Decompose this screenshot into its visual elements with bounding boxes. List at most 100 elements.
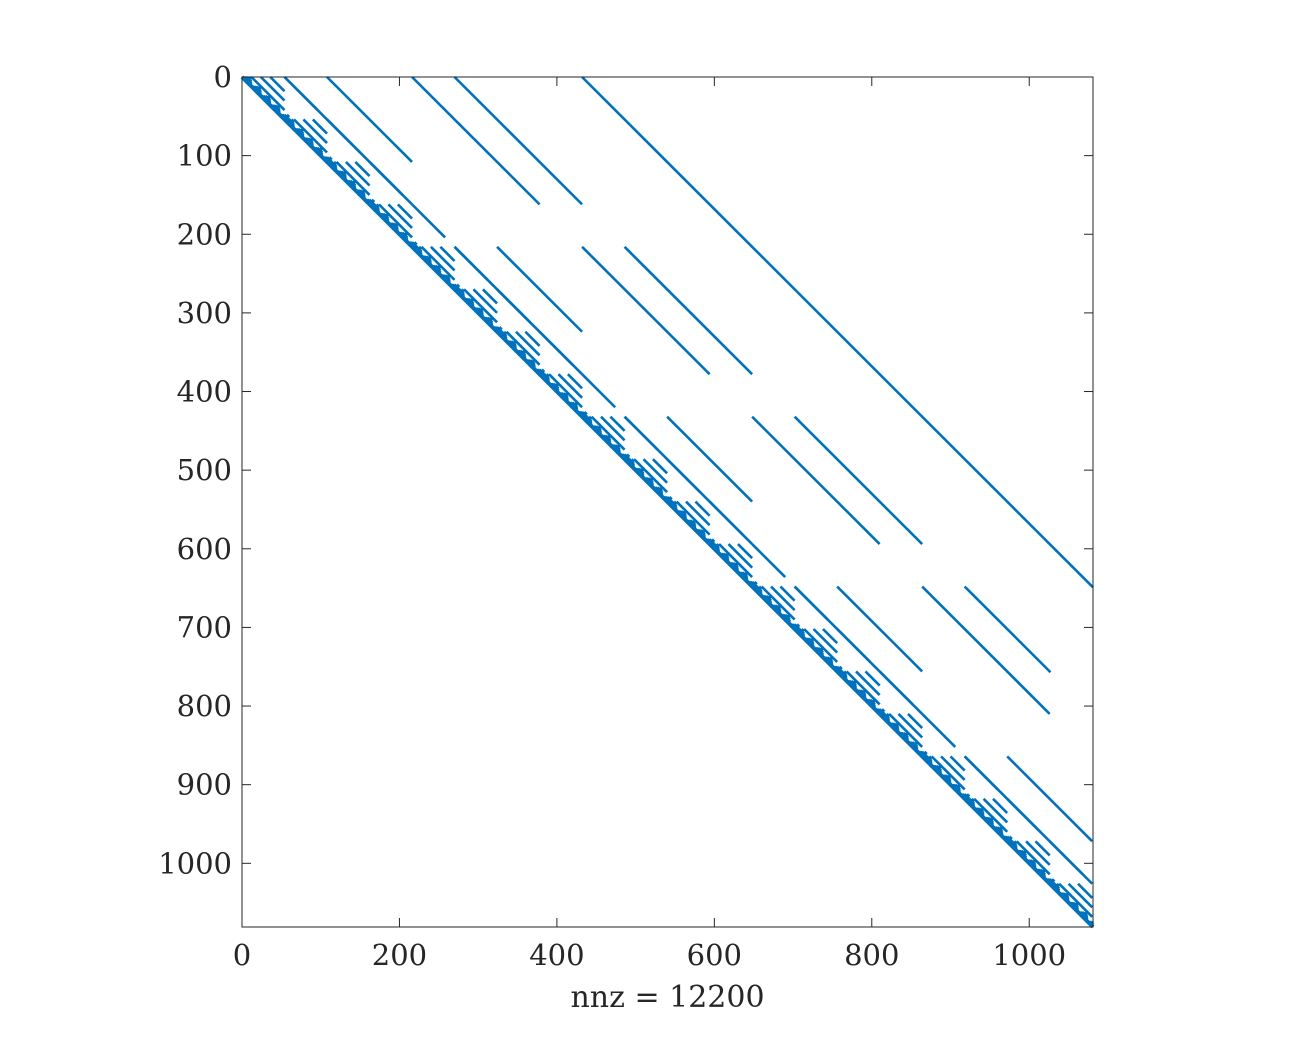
nonzero-segment-block12-diag-6 xyxy=(859,689,867,696)
nonzero-segment-block12-diag-6 xyxy=(883,712,891,720)
nonzero-segment-block12-diag-9 xyxy=(1051,878,1056,883)
nonzero-segment-block12-diag-6 xyxy=(996,826,1004,833)
nonzero-segment-block54-diag-24 xyxy=(600,415,626,442)
nonzero-segment-block216-band xyxy=(751,415,881,545)
nonzero-segment-block12-diag-9 xyxy=(446,274,451,279)
nonzero-segment-block12-diag-6 xyxy=(925,755,933,763)
nonzero-segment-block12-diag-9 xyxy=(852,679,857,685)
nonzero-segment-block12-diag-9 xyxy=(744,571,749,576)
nonzero-segment-block12-diag-6 xyxy=(529,359,536,366)
nonzero-segment-block12-diag-9 xyxy=(309,137,314,142)
nonzero-segment-block54-diag-12 xyxy=(1058,882,1094,918)
nonzero-segment-block12-diag-6 xyxy=(264,94,272,102)
nonzero-segment-block12-diag-6 xyxy=(1072,901,1079,909)
nonzero-segment-block12-diag-9 xyxy=(413,241,418,246)
nonzero-segment-block12-diag-9 xyxy=(427,255,432,260)
nonzero-segment-block12-diag-9 xyxy=(885,712,891,718)
nonzero-segment-block12-diag-6 xyxy=(807,637,815,645)
y-tick-label: 400 xyxy=(177,375,232,409)
nonzero-segment-block12-diag-6 xyxy=(307,137,314,144)
nonzero-segment-block12-diag-6 xyxy=(1029,859,1037,866)
nonzero-segment-block54-diag-36 xyxy=(354,161,371,177)
nonzero-segment-block12-diag-6 xyxy=(944,774,952,781)
x-tick-label: 800 xyxy=(844,938,899,972)
nonzero-segment-block12-diag-6 xyxy=(401,231,409,239)
x-tick-label: 400 xyxy=(529,938,584,972)
nonzero-segment-block54-diag-12 xyxy=(463,288,498,324)
nonzero-segment-block12-diag-6 xyxy=(571,401,579,409)
nonzero-segment-block12-diag-9 xyxy=(460,288,465,293)
nonzero-segment-block12-diag-6 xyxy=(902,731,909,739)
nonzero-segment-block12-diag-9 xyxy=(328,156,333,161)
axis-ticks: 0 200 400 600 800 1000 0 100 200 300 400 500 600 700 8… xyxy=(158,60,1093,972)
nonzero-segment-block12-diag-9 xyxy=(574,401,579,406)
nonzero-segment-block54-band xyxy=(836,628,872,663)
nonzero-segment-block54-band xyxy=(793,585,829,621)
nonzero-segment-block54-diag-24 xyxy=(1067,882,1094,909)
nonzero-segment-block54-diag-36 xyxy=(737,543,754,560)
nonzero-segment-block12-diag-6 xyxy=(392,222,399,229)
nonzero-segment-block12-diag-6 xyxy=(434,264,442,272)
nonzero-segment-block54-diag-12 xyxy=(718,543,754,579)
nonzero-segment-block54-diag-24 xyxy=(472,288,498,314)
nonzero-segment-block54-band xyxy=(411,203,447,239)
nonzero-segment-block54-diag-36 xyxy=(992,797,1009,814)
nonzero-segment-block54-band xyxy=(623,415,659,451)
nonzero-segment-block54-band xyxy=(326,118,362,154)
y-tick-label: 800 xyxy=(177,689,232,723)
nonzero-segment-block12-diag-6 xyxy=(330,161,338,168)
nonzero-segment-block54-diag-12 xyxy=(420,245,456,281)
nonzero-segment-block12-diag-9 xyxy=(980,807,985,812)
nonzero-segment-block12-diag-6 xyxy=(510,340,517,347)
nonzero-segment-block12-diag-9 xyxy=(555,382,560,387)
nonzero-segment-block12-diag-9 xyxy=(522,349,527,354)
nonzero-segment-block54-diag-12 xyxy=(633,458,669,494)
nonzero-segment-block12-diag-6 xyxy=(1039,868,1046,876)
nonzero-segment-block12-diag-6 xyxy=(954,783,961,791)
nonzero-segment-block54-band xyxy=(283,76,319,111)
nonzero-segment-block12-diag-9 xyxy=(753,580,758,586)
nonzero-segment-block12-diag-9 xyxy=(937,764,942,770)
nonzero-segment-block54-band xyxy=(453,245,489,281)
nonzero-segment-block12-diag-6 xyxy=(1062,892,1070,899)
nonzero-segment-block54-diag-36 xyxy=(609,415,626,432)
nonzero-segment-block54-diag-36 xyxy=(311,118,328,135)
nonzero-segment-block54-diag-36 xyxy=(1077,882,1094,899)
nonzero-segment-block54-diag-12 xyxy=(675,500,711,536)
nonzero-segment-block12-diag-9 xyxy=(404,231,409,236)
nonzero-segment-block12-diag-9 xyxy=(881,708,886,713)
nonzero-segment-block12-diag-9 xyxy=(370,198,376,203)
nonzero-segment-block12-diag-9 xyxy=(810,637,815,642)
nonzero-segment-block12-diag-6 xyxy=(1020,849,1028,857)
nonzero-segment-block54-diag-24 xyxy=(897,712,924,739)
y-tick-label: 900 xyxy=(177,768,232,802)
nonzero-segment-block12-diag-9 xyxy=(956,783,961,788)
nonzero-segment-block12-diag-6 xyxy=(562,392,569,399)
y-tick-label: 600 xyxy=(177,532,232,566)
nonzero-segment-block12-diag-9 xyxy=(564,392,569,397)
nonzero-segment-block12-diag-6 xyxy=(1053,882,1061,890)
nonzero-segment-block12-diag-9 xyxy=(319,146,324,152)
nonzero-segment-block216-band2 xyxy=(963,585,1052,674)
nonzero-segment-block12-diag-9 xyxy=(1074,901,1079,906)
nonzero-segment-block12-diag-9 xyxy=(489,316,494,321)
nonzero-segment-block12-diag-9 xyxy=(1084,911,1089,916)
nonzero-segment-block12-diag-9 xyxy=(531,359,536,364)
nonzero-segment-block54-diag-24 xyxy=(557,373,584,399)
nonzero-segment-block12-diag-6 xyxy=(349,179,357,187)
nonzero-segment-block12-diag-9 xyxy=(786,613,791,619)
nonzero-segment-block216-band xyxy=(581,245,711,376)
nonzero-segment-block12-diag-9 xyxy=(470,297,475,303)
y-tick-label: 200 xyxy=(177,217,232,251)
nonzero-segment-block12-diag-6 xyxy=(458,288,465,295)
nonzero-segment-block12-diag-6 xyxy=(968,797,976,805)
nonzero-segment-block12-diag-9 xyxy=(1013,840,1018,845)
plot-area xyxy=(240,75,1095,929)
nonzero-segment-block12-diag-6 xyxy=(359,189,366,196)
nonzero-segment-block12-diag-9 xyxy=(668,495,673,501)
nonzero-segment-block12-diag-9 xyxy=(862,689,867,694)
nonzero-segment-block54-diag-36 xyxy=(1034,840,1051,857)
nonzero-segment-block54-band xyxy=(963,755,999,791)
nonzero-segment-block12-diag-9 xyxy=(479,307,484,312)
